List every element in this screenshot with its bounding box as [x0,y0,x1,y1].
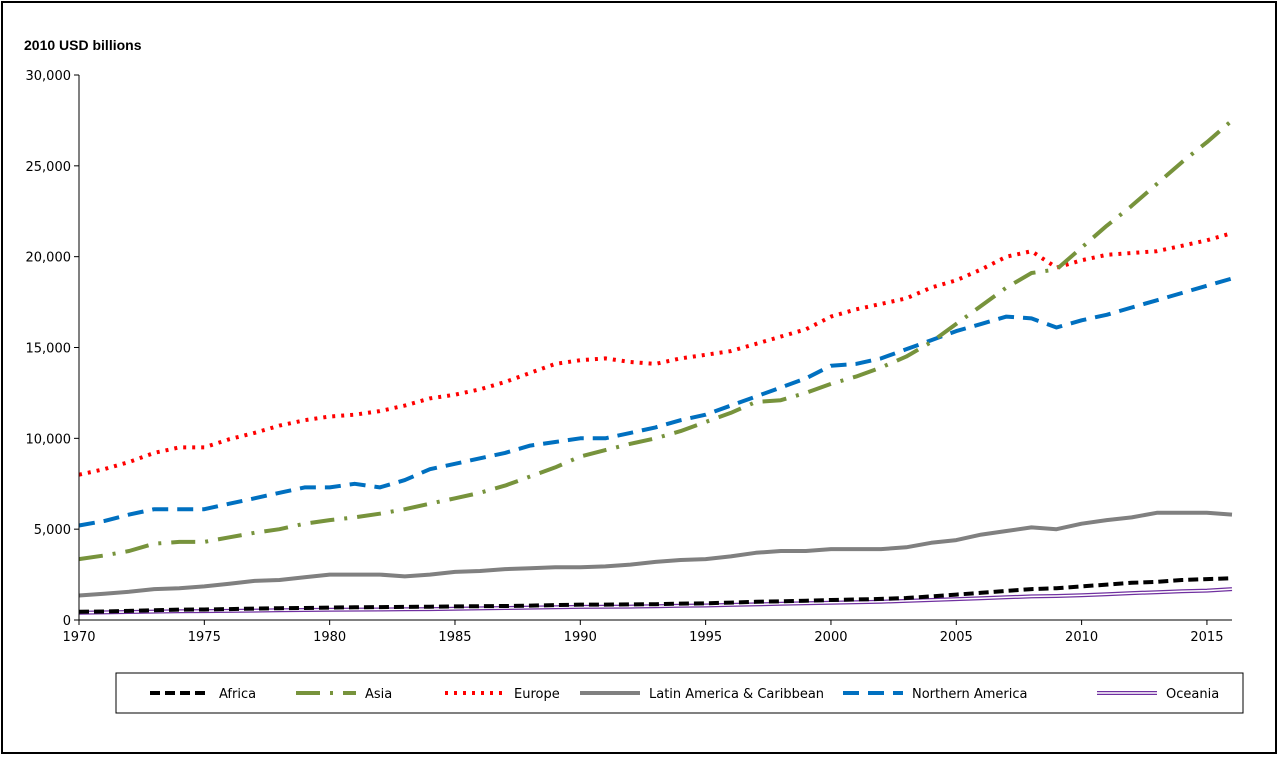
y-tick-label: 0 [63,614,71,629]
x-tick-label: 1970 [62,630,95,645]
legend-oceania: Oceania [1097,687,1219,702]
legend-label: Africa [219,687,256,702]
x-tick-label: 1995 [689,630,722,645]
y-tick-label: 10,000 [26,432,72,447]
y-tick-label: 15,000 [26,342,72,357]
series-lines [78,118,1234,615]
x-tick-label: 2015 [1190,630,1223,645]
legend-label: Asia [365,687,392,702]
series-line-latin-america-caribbean [78,510,1233,598]
x-tick-label: 1975 [188,630,221,645]
series-line-asia [78,118,1234,562]
x-tick-label: 1985 [438,630,471,645]
series-line-northern-america [78,276,1233,528]
y-axis-title: 2010 USD billions [24,37,142,53]
legend-europe: Europe [445,687,560,702]
legend-latin-america-caribbean: Latin America & Caribbean [580,687,824,702]
legend-label: Europe [514,687,560,702]
y-axis: 0 5,000 10,000 15,000 20,000 25,000 30,000 [26,69,79,629]
y-tick-label: 30,000 [26,69,72,84]
x-tick-label: 2010 [1065,630,1098,645]
y-tick-label: 25,000 [26,160,72,175]
x-tick-label: 2000 [814,630,847,645]
legend-africa: Africa [150,687,256,702]
legend-label: Latin America & Caribbean [649,687,824,702]
x-axis: 1970 1975 1980 1985 1990 1995 2000 2005 2010 2015 [62,620,1223,645]
series-line-africa [78,576,1233,614]
legend-label: Northern America [912,687,1027,702]
legend-asia: Asia [296,687,392,702]
x-tick-label: 1980 [313,630,346,645]
legend-label: Oceania [1166,687,1219,702]
y-tick-label: 20,000 [26,251,72,266]
legend-northern-america: Northern America [843,687,1027,702]
series-line-europe [78,231,1233,477]
x-tick-label: 1990 [564,630,597,645]
legend: Africa Asia Europe Latin America & Caribbea… [115,672,1244,714]
x-tick-label: 2005 [940,630,973,645]
y-tick-label: 5,000 [34,523,71,538]
